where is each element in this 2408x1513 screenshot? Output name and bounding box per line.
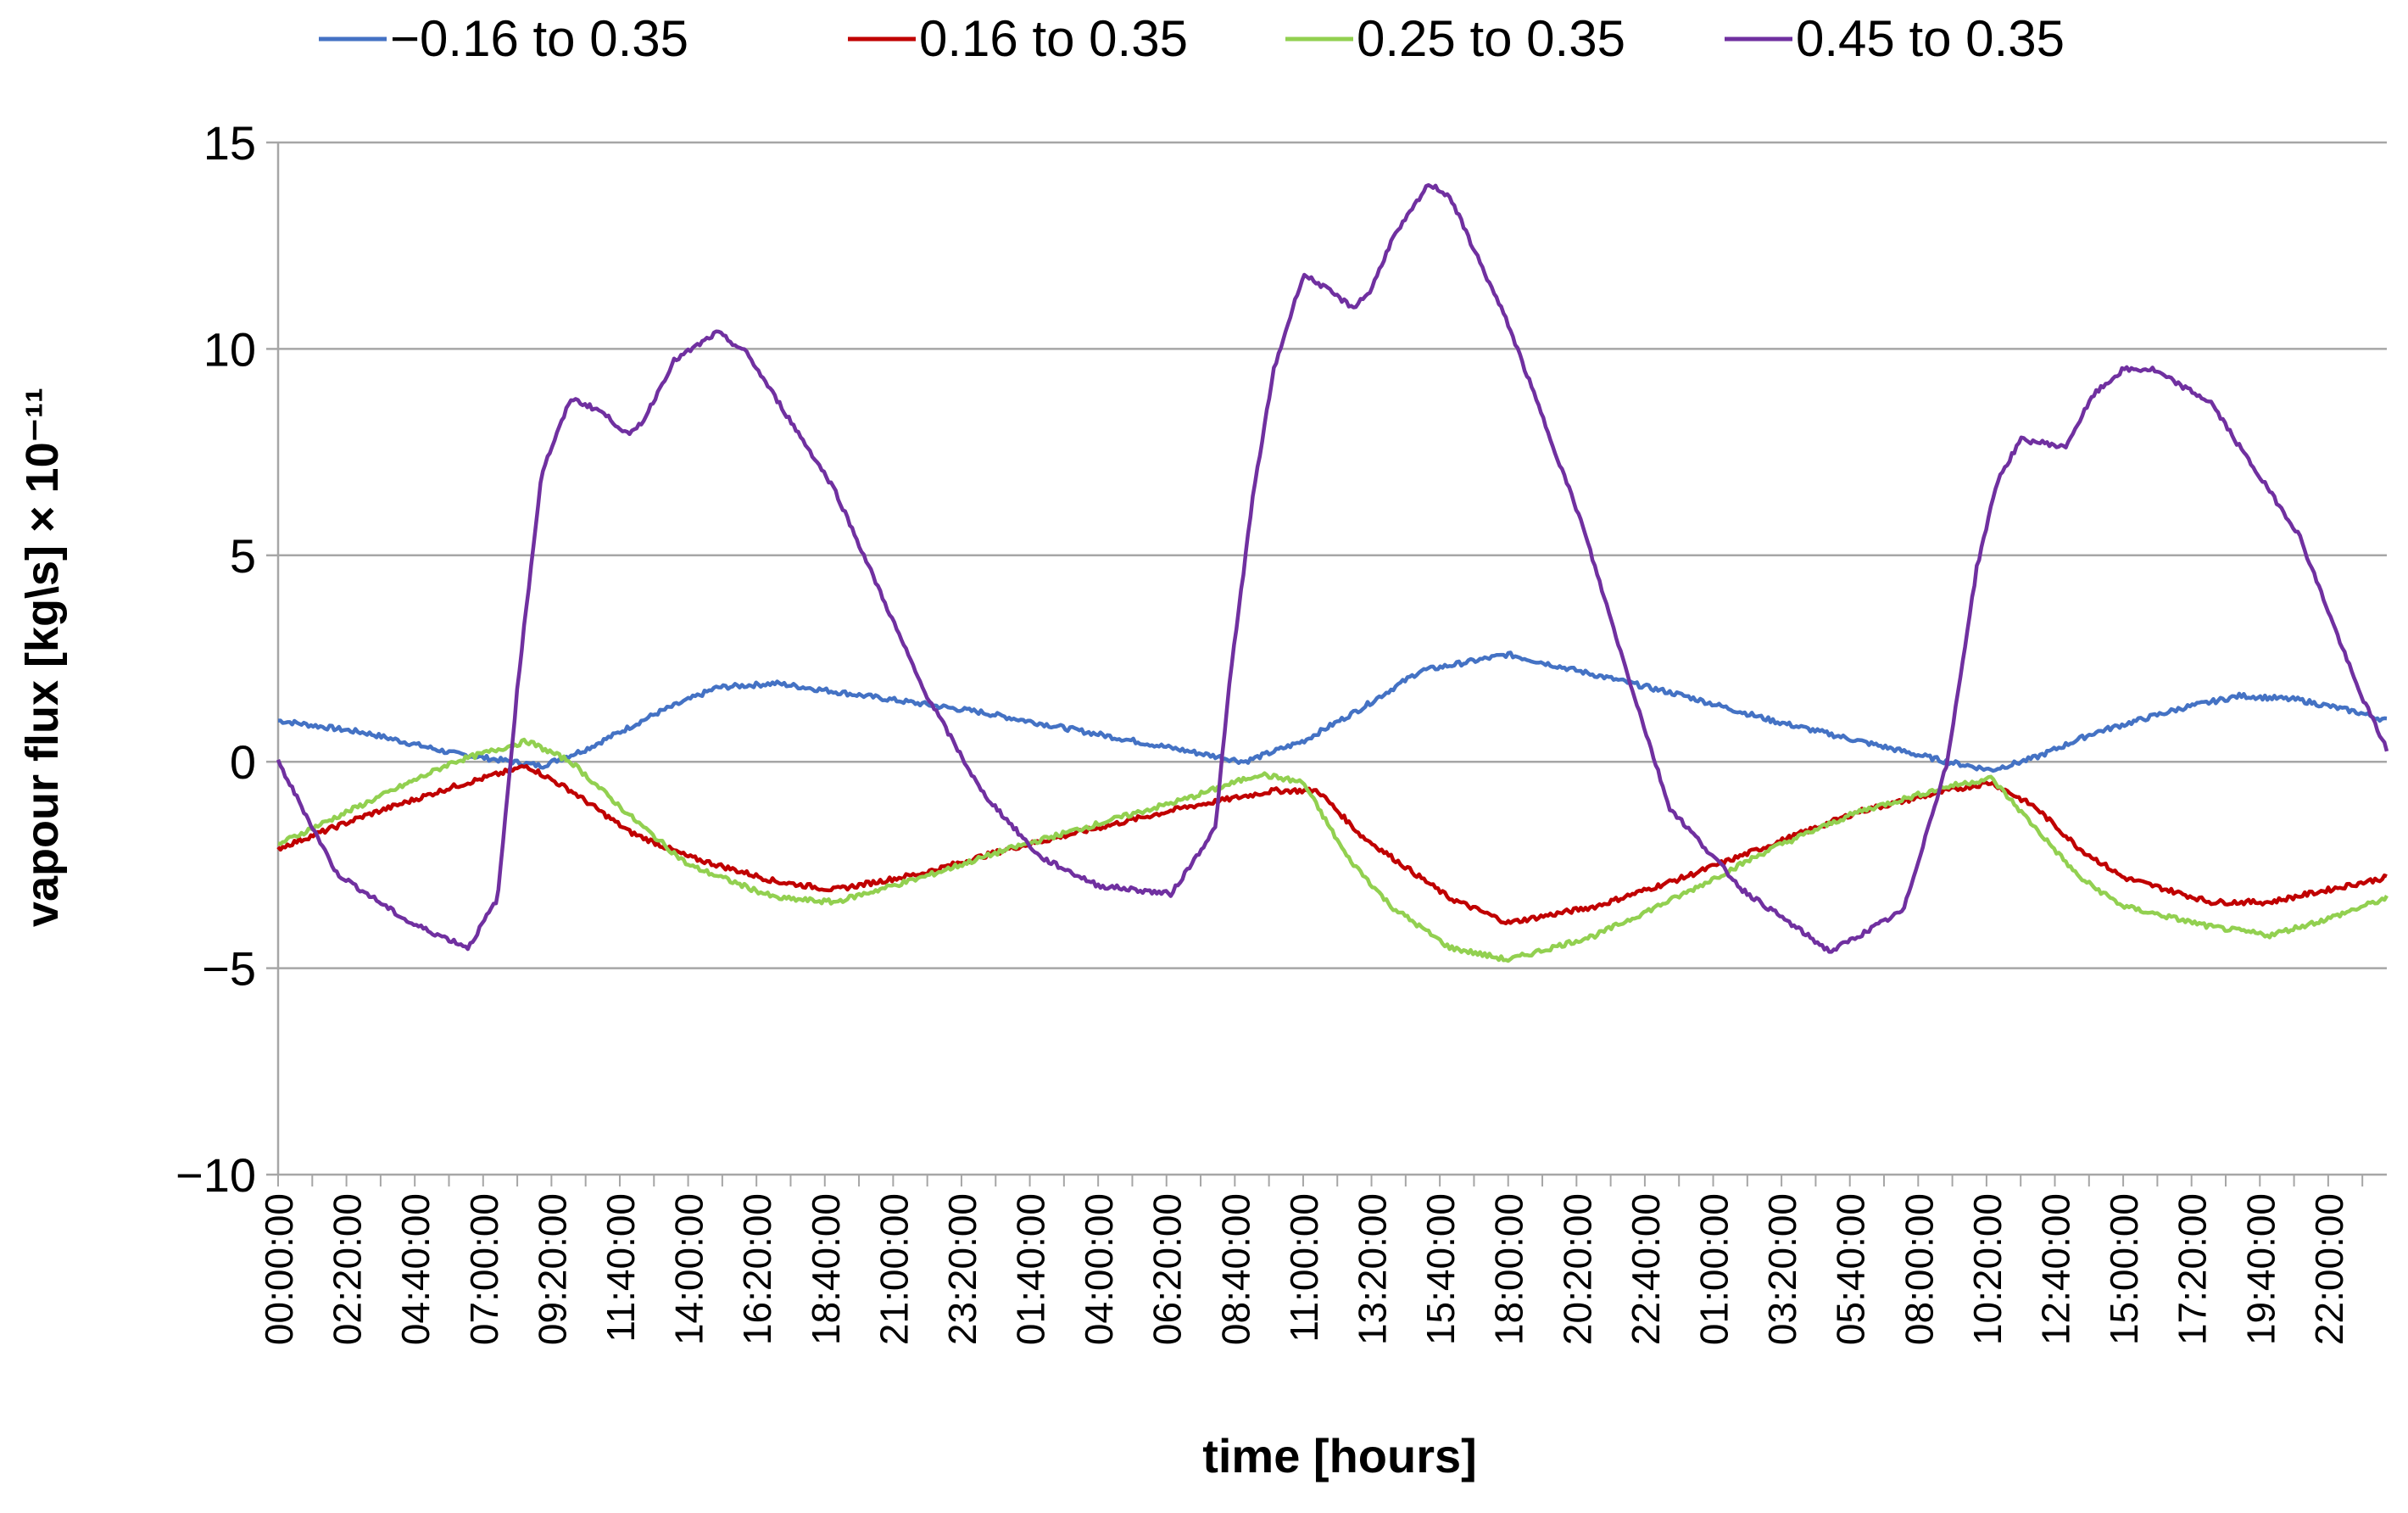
x-tick-label: 11:00:00	[1282, 1193, 1326, 1343]
x-tick-label: 11:40:00	[599, 1193, 643, 1343]
x-tick-label: 21:00:00	[872, 1193, 916, 1345]
x-tick-label: 17:20:00	[2171, 1193, 2215, 1345]
y-tick-label: 0	[230, 735, 256, 789]
series-line	[278, 650, 2388, 773]
x-tick-label: 20:20:00	[1555, 1193, 1599, 1345]
x-tick-label: 09:20:00	[530, 1193, 574, 1345]
legend: −0.16 to 0.35 0.16 to 0.35 0.25 to 0.35 0.4…	[319, 10, 2065, 67]
x-tick-label: 23:20:00	[940, 1193, 984, 1345]
x-tick-label: 07:00:00	[462, 1193, 506, 1345]
x-tick-label: 04:40:00	[393, 1193, 438, 1345]
x-axis-ticks: 00:00:00 02:20:00 04:40:00 07:00:00 09:20:00…	[257, 1175, 2364, 1345]
series-line	[276, 763, 2388, 926]
x-tick-label: 00:00:00	[257, 1193, 301, 1345]
x-tick-label: 22:40:00	[1624, 1193, 1668, 1345]
x-tick-label: 14:00:00	[667, 1193, 711, 1345]
x-tick-label: 08:00:00	[1897, 1193, 1941, 1345]
y-axis-label: vapour flux [kg\s] × 10⁻¹¹	[17, 388, 68, 927]
series-lines	[276, 182, 2389, 963]
legend-label: 0.45 to 0.35	[1796, 10, 2065, 67]
series-line	[276, 182, 2389, 954]
x-tick-label: 05:40:00	[1829, 1193, 1873, 1345]
x-tick-label: 03:20:00	[1760, 1193, 1804, 1345]
x-tick-label: 15:40:00	[1419, 1193, 1463, 1345]
x-tick-label: 13:20:00	[1351, 1193, 1395, 1345]
x-axis-label: time [hours]	[1202, 1429, 1477, 1482]
y-tick-label: 10	[203, 322, 256, 376]
x-tick-label: 22:00:00	[2307, 1193, 2351, 1345]
gridlines	[278, 141, 2387, 1176]
legend-label: 0.16 to 0.35	[919, 10, 1188, 67]
x-tick-label: 10:20:00	[1965, 1193, 2009, 1345]
x-tick-label: 02:20:00	[326, 1193, 370, 1345]
x-tick-label: 18:40:00	[804, 1193, 848, 1345]
x-tick-label: 16:20:00	[735, 1193, 779, 1345]
x-tick-label: 01:40:00	[1009, 1193, 1053, 1345]
x-tick-label: 06:20:00	[1145, 1193, 1190, 1345]
series-line	[277, 737, 2388, 963]
y-tick-label: −5	[202, 942, 256, 996]
y-axis-ticks: 15 10 5 0 −5 −10	[176, 116, 278, 1202]
legend-label: 0.25 to 0.35	[1357, 10, 1625, 67]
y-tick-label: −10	[176, 1148, 256, 1202]
x-tick-label: 15:00:00	[2102, 1193, 2146, 1345]
x-tick-label: 08:40:00	[1213, 1193, 1257, 1345]
legend-label: −0.16 to 0.35	[390, 10, 688, 67]
x-tick-label: 19:40:00	[2238, 1193, 2283, 1345]
y-tick-label: 5	[230, 529, 256, 583]
x-tick-label: 01:00:00	[1692, 1193, 1736, 1345]
x-tick-label: 04:00:00	[1077, 1193, 1121, 1345]
x-tick-label: 18:00:00	[1487, 1193, 1531, 1345]
y-tick-label: 15	[203, 116, 256, 170]
x-tick-label: 12:40:00	[2033, 1193, 2077, 1345]
